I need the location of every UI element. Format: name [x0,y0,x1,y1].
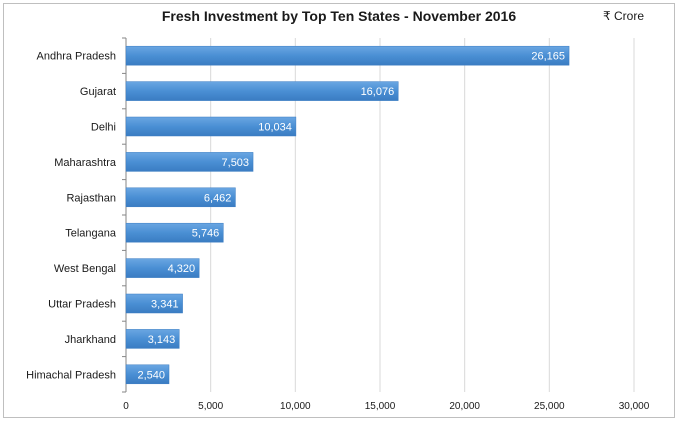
data-label: 4,320 [168,263,196,275]
bar [125,152,254,172]
bar [125,258,200,278]
data-label: 26,165 [531,51,565,63]
chart-title: Fresh Investment by Top Ten States - Nov… [162,8,516,24]
x-tick-label: 5,000 [198,401,223,412]
x-tick-label: 30,000 [619,401,650,412]
bar [125,81,399,101]
x-tick-label: 0 [123,401,129,412]
bars: 26,165 16,076 10,034 7,503 6,462 5,746 4,320 3,… [125,45,570,385]
category-label: Delhi [91,122,116,134]
category-label: Jharkhand [65,334,116,346]
category-labels: Andhra Pradesh Gujarat Delhi Maharashtra Raj… [26,51,117,382]
data-label: 10,034 [258,122,292,134]
x-tick-label: 15,000 [365,401,396,412]
bar [125,293,183,314]
category-label: West Bengal [54,263,116,275]
bar [125,45,570,66]
bar [125,364,170,385]
data-label: 3,341 [151,299,179,311]
data-label: 5,746 [192,228,220,240]
category-label: Maharashtra [54,157,117,169]
data-label: 6,462 [204,192,232,204]
x-tick-label: 20,000 [449,401,480,412]
chart-frame [3,3,675,418]
category-label: Uttar Pradesh [48,299,116,311]
bar [125,222,224,243]
data-label: 3,143 [148,334,176,346]
bar [125,329,180,349]
bar [125,116,297,137]
data-label: 16,076 [361,86,395,98]
x-tick-label: 25,000 [534,401,565,412]
data-label: 7,503 [222,157,250,169]
x-tick-label: 10,000 [280,401,311,412]
axes [122,37,127,393]
data-label: 2,540 [137,369,165,381]
bar [125,187,236,208]
category-label: Andhra Pradesh [37,51,117,63]
unit-label: ₹ Crore [603,9,644,23]
category-label: Himachal Pradesh [26,369,116,381]
category-label: Gujarat [80,86,116,98]
category-label: Rajasthan [66,192,116,204]
x-tick-labels: 0 5,000 10,000 15,000 20,000 25,000 30,000 [123,401,650,412]
category-label: Telangana [65,228,117,240]
